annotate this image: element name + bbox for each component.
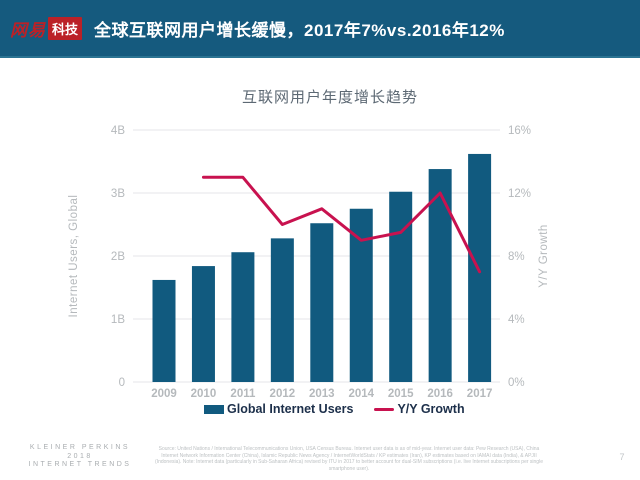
- brand-line-2: 2018: [67, 452, 93, 460]
- chart-title: 互联网用户年度增长趋势: [241, 89, 418, 106]
- logo-tech-badge: 科技: [48, 16, 83, 40]
- bar-2010: [191, 266, 215, 382]
- legend-item-line: Y/Y Growth: [374, 402, 465, 416]
- right-axis-title: Y/Y Growth: [538, 224, 550, 288]
- legend-item-bars: Global Internet Users: [204, 402, 353, 416]
- x-axis-label-2010: 2010: [191, 388, 217, 400]
- legend-label-line: Y/Y Growth: [397, 402, 465, 416]
- x-axis-label-2011: 2011: [230, 388, 256, 400]
- page-number: 7: [619, 452, 625, 462]
- legend-label-bars: Global Internet Users: [227, 402, 354, 416]
- x-axis-label-2012: 2012: [270, 388, 296, 400]
- growth-line: [201, 175, 482, 274]
- bar-series-swatch: [204, 404, 224, 414]
- left-axis-tick: 4B: [111, 125, 125, 137]
- left-axis-tick: 2B: [111, 251, 125, 263]
- bar-2012: [270, 238, 294, 382]
- bar-2014: [349, 208, 373, 382]
- right-axis-tick: 0%: [508, 377, 525, 389]
- left-axis-title: Internet Users, Global: [68, 195, 80, 318]
- header-bar: 网易 科技 全球互联网用户增长缓慢，2017年7%vs.2016年12%: [0, 0, 640, 58]
- bar-2013: [310, 223, 334, 382]
- bar-2009: [152, 279, 176, 382]
- article-headline: 全球互联网用户增长缓慢，2017年7%vs.2016年12%: [94, 20, 505, 40]
- right-axis-tick: 12%: [508, 188, 531, 200]
- bar-2016: [428, 169, 452, 382]
- source-note: Source: United Nations / International T…: [155, 446, 543, 472]
- brand-line-3: INTERNET TRENDS: [28, 461, 132, 468]
- chart-legend: Global Internet Users Y/Y Growth: [204, 402, 465, 416]
- x-axis-label-2015: 2015: [388, 388, 414, 400]
- kleiner-perkins-brand: KLEINER PERKINS 2018 INTERNET TRENDS: [5, 444, 155, 470]
- left-axis-tick: 0: [119, 377, 125, 389]
- bar-2017: [468, 153, 492, 382]
- x-axis-label-2016: 2016: [427, 388, 453, 400]
- bar-2015: [389, 191, 413, 382]
- brand-line-1: KLEINER PERKINS: [29, 444, 131, 451]
- netease-tech-logo[interactable]: 网易 科技: [10, 16, 83, 41]
- x-axis-label-2009: 2009: [151, 388, 177, 400]
- right-axis-tick: 16%: [508, 125, 531, 137]
- bar-2011: [231, 252, 255, 382]
- right-axis-tick: 8%: [508, 251, 525, 263]
- x-axis-label-2013: 2013: [309, 388, 335, 400]
- left-axis-tick: 1B: [111, 314, 125, 326]
- x-axis-label-2014: 2014: [348, 388, 374, 400]
- logo-netease-text: 网易: [10, 20, 46, 40]
- line-series-swatch: [374, 407, 395, 411]
- right-axis-tick: 4%: [508, 314, 525, 326]
- left-axis-tick: 3B: [111, 188, 125, 200]
- x-axis-label-2017: 2017: [467, 388, 493, 400]
